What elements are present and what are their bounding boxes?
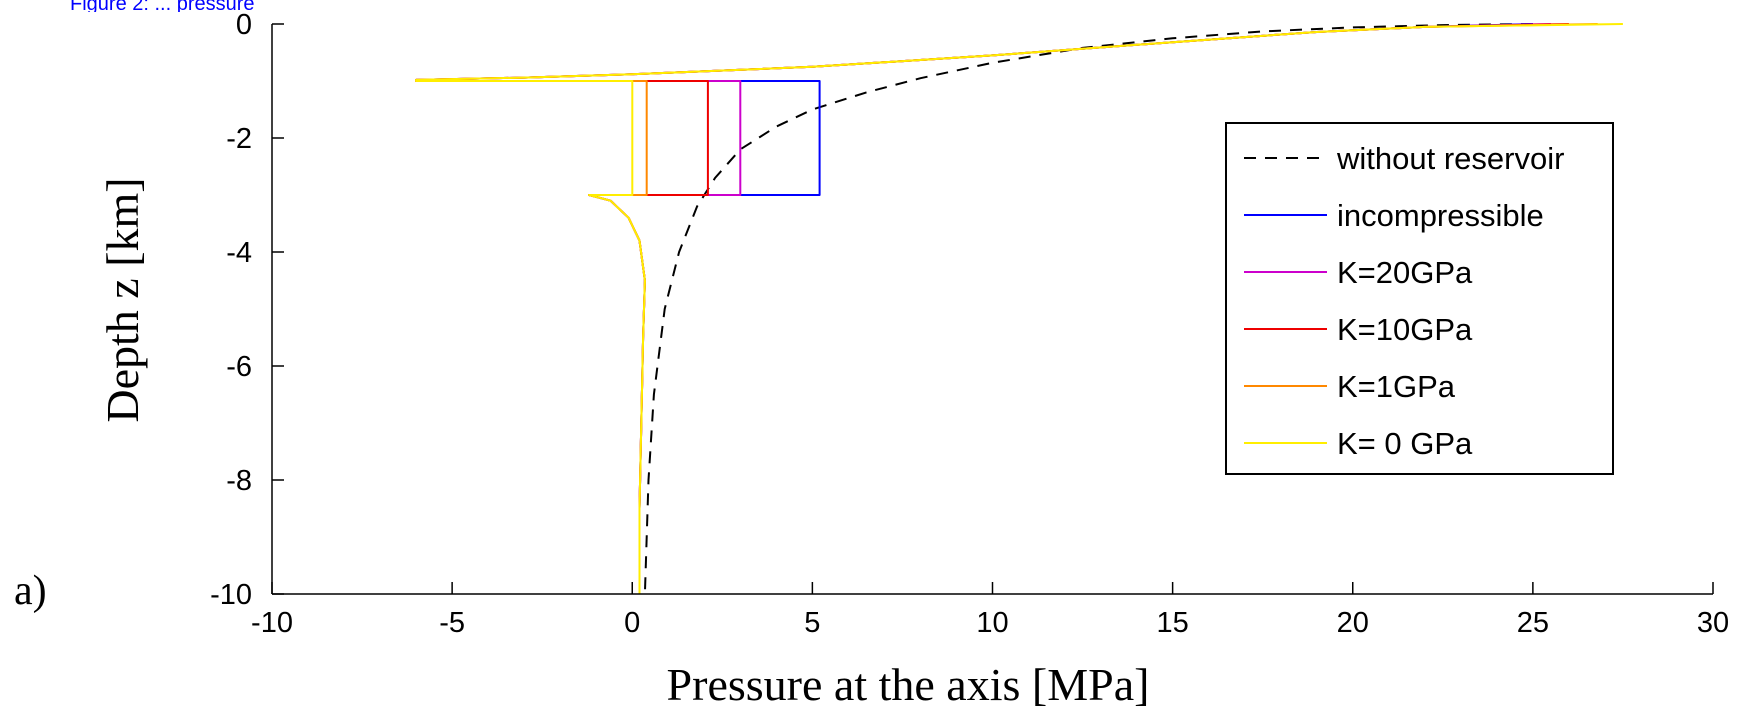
series-line — [415, 23, 1623, 594]
panel-label: a) — [14, 568, 47, 614]
x-tick-label: 10 — [976, 607, 1008, 639]
x-tick-label: -5 — [439, 607, 465, 639]
legend-label: K=10GPa — [1337, 312, 1473, 347]
legend: without reservoir incompressible K=20GPa K=… — [1225, 122, 1614, 475]
legend-label: K=1GPa — [1337, 369, 1456, 404]
x-tick-label: 15 — [1156, 607, 1188, 639]
x-tick-label: -10 — [251, 607, 293, 639]
y-ticks: 0 -2 -4 -6 -8 -10 — [210, 9, 284, 611]
y-tick-label: 0 — [236, 9, 252, 41]
y-tick-label: -6 — [226, 351, 252, 383]
axes: -10 -5 0 5 10 15 20 25 30 0 -2 -4 -6 -8 -10 — [210, 9, 1729, 639]
series-line — [643, 23, 1533, 595]
y-tick-label: -8 — [226, 465, 252, 497]
x-tick-label: 30 — [1697, 607, 1729, 639]
x-tick-label: 0 — [624, 607, 640, 639]
legend-label: K= 0 GPa — [1337, 426, 1473, 461]
x-tick-label: 25 — [1517, 607, 1549, 639]
legend-box — [1225, 122, 1614, 475]
top-note: Figure 2: ... pressure — [70, 0, 255, 15]
series-layer — [415, 23, 1623, 595]
y-axis-title: Depth z [km] — [97, 177, 148, 422]
x-ticks: -10 -5 0 5 10 15 20 25 30 — [251, 582, 1729, 639]
x-tick-label: 5 — [804, 607, 820, 639]
legend-label: K=20GPa — [1337, 255, 1473, 290]
x-tick-label: 20 — [1337, 607, 1369, 639]
legend-label: incompressible — [1337, 198, 1544, 233]
legend-label: without reservoir — [1336, 141, 1564, 176]
y-tick-label: -2 — [226, 123, 252, 155]
legend-items: without reservoir incompressible K=20GPa K=… — [1244, 141, 1564, 461]
y-tick-label: -10 — [210, 579, 252, 611]
y-tick-label: -4 — [226, 237, 252, 269]
x-axis-title: Pressure at the axis [MPa] — [667, 659, 1150, 710]
